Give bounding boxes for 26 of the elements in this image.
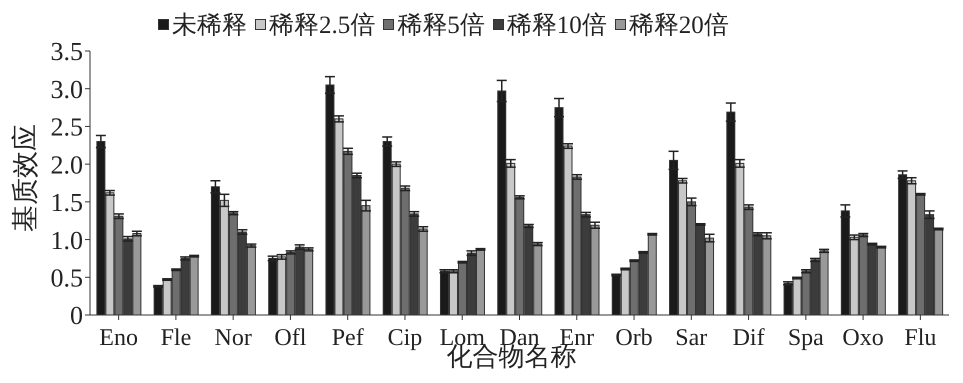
legend-label: 未稀释	[172, 11, 247, 41]
y-tick-label: 0	[70, 301, 83, 330]
y-tick-label: 3.5	[50, 37, 83, 66]
y-axis-title: 基质效应	[10, 124, 40, 232]
y-tick-label: 3.0	[50, 74, 83, 104]
x-tick-label: Ofl	[274, 325, 307, 352]
legend-label: 稀释2.5倍	[269, 11, 376, 41]
legend-label: 稀释20倍	[628, 11, 729, 41]
x-tick-label: Nor	[214, 325, 252, 352]
x-tick-label: Cip	[388, 325, 422, 352]
y-tick-label: 2.5	[50, 112, 83, 142]
y-tick-label: 1.0	[50, 226, 83, 255]
y-tick-label: 0.5	[50, 264, 83, 293]
legend-label: 稀释10倍	[506, 11, 607, 41]
x-tick-label: Oxo	[842, 325, 884, 352]
x-tick-label: Eno	[99, 325, 138, 352]
x-tick-label: Flu	[904, 325, 936, 352]
x-tick-label: Sar	[675, 325, 708, 352]
x-tick-label: Orb	[615, 325, 653, 352]
x-tick-label: Dif	[732, 325, 765, 352]
x-tick-label: Fle	[160, 325, 192, 352]
x-tick-label: Pef	[332, 325, 364, 352]
legend-label: 稀释5倍	[397, 11, 485, 41]
y-tick-label: 2.0	[50, 150, 83, 180]
y-tick-label: 1.5	[50, 188, 83, 218]
x-tick-label: Spa	[788, 325, 824, 352]
